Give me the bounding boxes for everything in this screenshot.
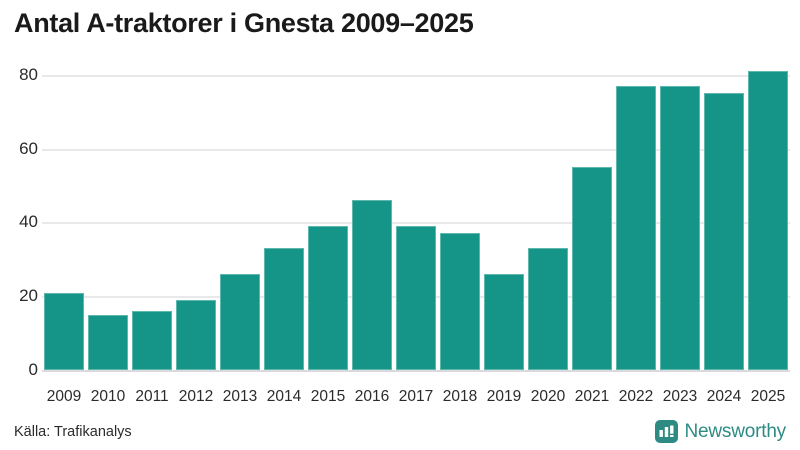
bar-2023[interactable] bbox=[660, 85, 700, 370]
bar-2016[interactable] bbox=[352, 200, 392, 370]
bar-2012[interactable] bbox=[176, 299, 216, 370]
bar-2020[interactable] bbox=[528, 248, 568, 370]
bar-slot bbox=[570, 60, 614, 370]
y-axis-tick-60: 60 bbox=[19, 138, 38, 158]
x-axis-tick-2024: 2024 bbox=[706, 388, 742, 405]
bar-2025[interactable] bbox=[748, 71, 788, 370]
bar-2019[interactable] bbox=[484, 274, 524, 370]
bar-slot bbox=[350, 60, 394, 370]
x-axis-tick-2010: 2010 bbox=[90, 388, 126, 405]
gridline-80 bbox=[42, 74, 790, 77]
bar-slot bbox=[42, 60, 86, 370]
bar-slot bbox=[130, 60, 174, 370]
bar-2015[interactable] bbox=[308, 226, 348, 370]
bar-slot bbox=[262, 60, 306, 370]
x-axis-tick-2017: 2017 bbox=[398, 388, 434, 405]
x-axis-tick-2016: 2016 bbox=[354, 388, 390, 405]
bar-slot bbox=[218, 60, 262, 370]
bars bbox=[42, 60, 790, 370]
bar-slot bbox=[174, 60, 218, 370]
x-axis-labels: 2009 2010 2011 2012 2013 2014 2015 2016 2017 2018… bbox=[42, 388, 790, 412]
x-axis-tick-2009: 2009 bbox=[46, 388, 82, 405]
gridline-40 bbox=[42, 222, 790, 225]
brand-name: Newsworthy bbox=[684, 420, 787, 442]
plot-area: 0 20 40 60 80 bbox=[19, 60, 790, 379]
bar-2024[interactable] bbox=[704, 93, 744, 370]
bar-slot bbox=[306, 60, 350, 370]
bar-slot bbox=[746, 60, 790, 370]
bar-slot bbox=[86, 60, 130, 370]
bar-chart-icon bbox=[654, 420, 678, 443]
y-axis-tick-20: 20 bbox=[19, 286, 38, 306]
x-axis-tick-2019: 2019 bbox=[486, 388, 522, 405]
bar-slot bbox=[658, 60, 702, 370]
y-axis-tick-0: 0 bbox=[28, 360, 38, 379]
bar-slot bbox=[438, 60, 482, 370]
newsworthy-logo[interactable]: Newsworthy bbox=[654, 420, 787, 443]
chart-footer: Källa: Trafikanalys Newsworthy bbox=[0, 418, 800, 450]
x-axis-tick-2021: 2021 bbox=[574, 388, 610, 405]
bar-2010[interactable] bbox=[88, 314, 128, 370]
bar-slot bbox=[482, 60, 526, 370]
bar-2017[interactable] bbox=[396, 226, 436, 370]
bar-2009[interactable] bbox=[44, 292, 84, 370]
bar-2011[interactable] bbox=[132, 310, 172, 370]
x-axis-tick-2011: 2011 bbox=[135, 388, 169, 405]
y-axis-tick-80: 80 bbox=[19, 64, 38, 84]
bar-2014[interactable] bbox=[264, 248, 304, 370]
gridline-0 bbox=[42, 370, 790, 372]
gridline-60 bbox=[42, 148, 790, 151]
bar-2021[interactable] bbox=[572, 167, 612, 370]
bar-2018[interactable] bbox=[440, 233, 480, 370]
chart-title: Antal A-traktorer i Gnesta 2009–2025 bbox=[14, 8, 474, 38]
y-axis-tick-40: 40 bbox=[19, 212, 38, 232]
source-note: Källa: Trafikanalys bbox=[14, 424, 132, 440]
bar-slot bbox=[526, 60, 570, 370]
bar-slot bbox=[702, 60, 746, 370]
x-axis-tick-2022: 2022 bbox=[618, 388, 654, 405]
x-axis-tick-2012: 2012 bbox=[178, 388, 214, 405]
bar-2022[interactable] bbox=[616, 85, 656, 370]
x-axis-tick-2025: 2025 bbox=[750, 388, 786, 405]
x-axis-tick-2018: 2018 bbox=[442, 388, 478, 405]
bar-slot bbox=[394, 60, 438, 370]
bar-slot bbox=[614, 60, 658, 370]
x-axis-tick-2015: 2015 bbox=[310, 388, 346, 405]
bar-2013[interactable] bbox=[220, 274, 260, 370]
x-axis-tick-2020: 2020 bbox=[530, 388, 566, 405]
x-axis-tick-2014: 2014 bbox=[266, 388, 302, 405]
x-axis-tick-2013: 2013 bbox=[222, 388, 258, 405]
x-axis-tick-2023: 2023 bbox=[662, 388, 698, 405]
